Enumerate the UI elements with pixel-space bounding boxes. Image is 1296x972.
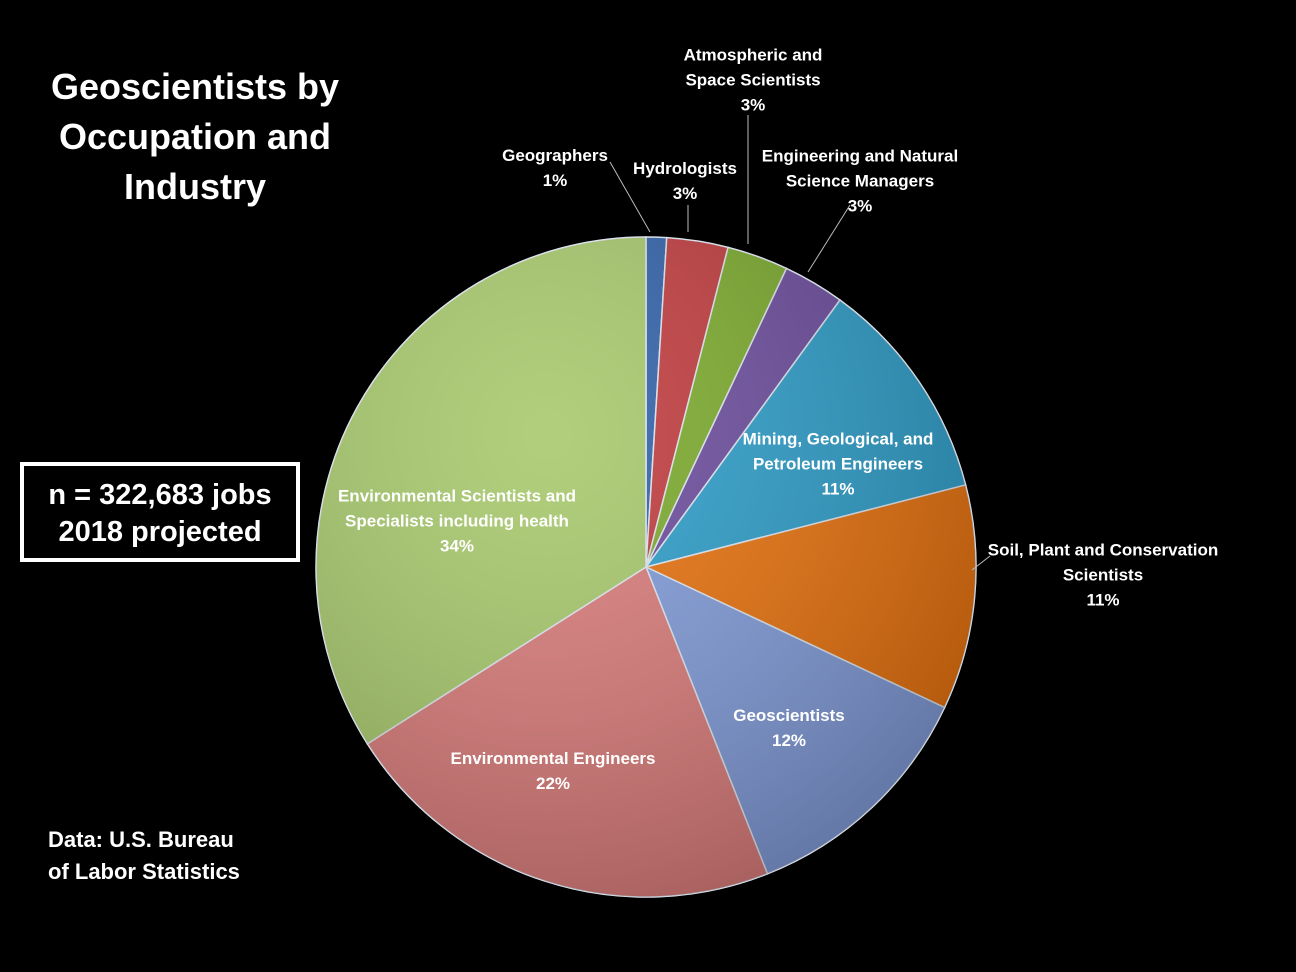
value-label: 3% bbox=[672, 184, 698, 203]
value-label: 1% bbox=[542, 171, 568, 190]
value-label: 34% bbox=[439, 536, 475, 556]
note-line: 2018 projected bbox=[58, 516, 262, 548]
category-label: Geoscientists bbox=[733, 706, 845, 725]
leader-line bbox=[609, 161, 651, 233]
note-box: n = 322,683 jobs 2018 projected bbox=[20, 462, 300, 562]
data-label: Mining, Geological, and Petroleum Engine… bbox=[728, 427, 948, 502]
category-label: Atmospheric and Space Scientists bbox=[683, 45, 823, 90]
category-label: Mining, Geological, and Petroleum Engine… bbox=[742, 429, 934, 474]
category-label: Soil, Plant and Conservation Scientists bbox=[987, 540, 1219, 585]
category-label: Engineering and Natural Science Managers bbox=[761, 146, 959, 191]
leader-line bbox=[807, 204, 851, 273]
data-label: Atmospheric and Space Scientists 3% bbox=[673, 43, 833, 118]
source: Data: U.S. Bureau of Labor Statistics bbox=[48, 827, 240, 884]
category-label: Geographers bbox=[502, 146, 608, 165]
category-label: Environmental Engineers bbox=[450, 749, 656, 768]
data-label: Hydrologists 3% bbox=[630, 156, 740, 206]
category-label: Hydrologists bbox=[633, 159, 737, 178]
value-label: 22% bbox=[535, 774, 571, 793]
data-label: Geographers 1% bbox=[495, 143, 615, 193]
chart-title: Geoscientists by Occupation and Industry bbox=[50, 66, 340, 207]
value-label: 3% bbox=[847, 196, 873, 216]
leader-line bbox=[971, 555, 991, 571]
value-label: 11% bbox=[1086, 590, 1120, 610]
data-label: Environmental Scientists and Specialists… bbox=[327, 484, 587, 559]
note-line: n = 322,683 jobs bbox=[48, 479, 272, 511]
category-label: Environmental Scientists and Specialists… bbox=[337, 486, 577, 531]
value-label: 11% bbox=[821, 479, 855, 499]
value-label: 12% bbox=[771, 731, 807, 750]
data-label: Environmental Engineers 22% bbox=[433, 746, 673, 796]
data-label: Engineering and Natural Science Managers… bbox=[750, 144, 970, 219]
value-label: 3% bbox=[740, 95, 766, 115]
data-label: Soil, Plant and Conservation Scientists 1… bbox=[978, 538, 1228, 613]
data-label: Geoscientists 12% bbox=[719, 703, 859, 753]
